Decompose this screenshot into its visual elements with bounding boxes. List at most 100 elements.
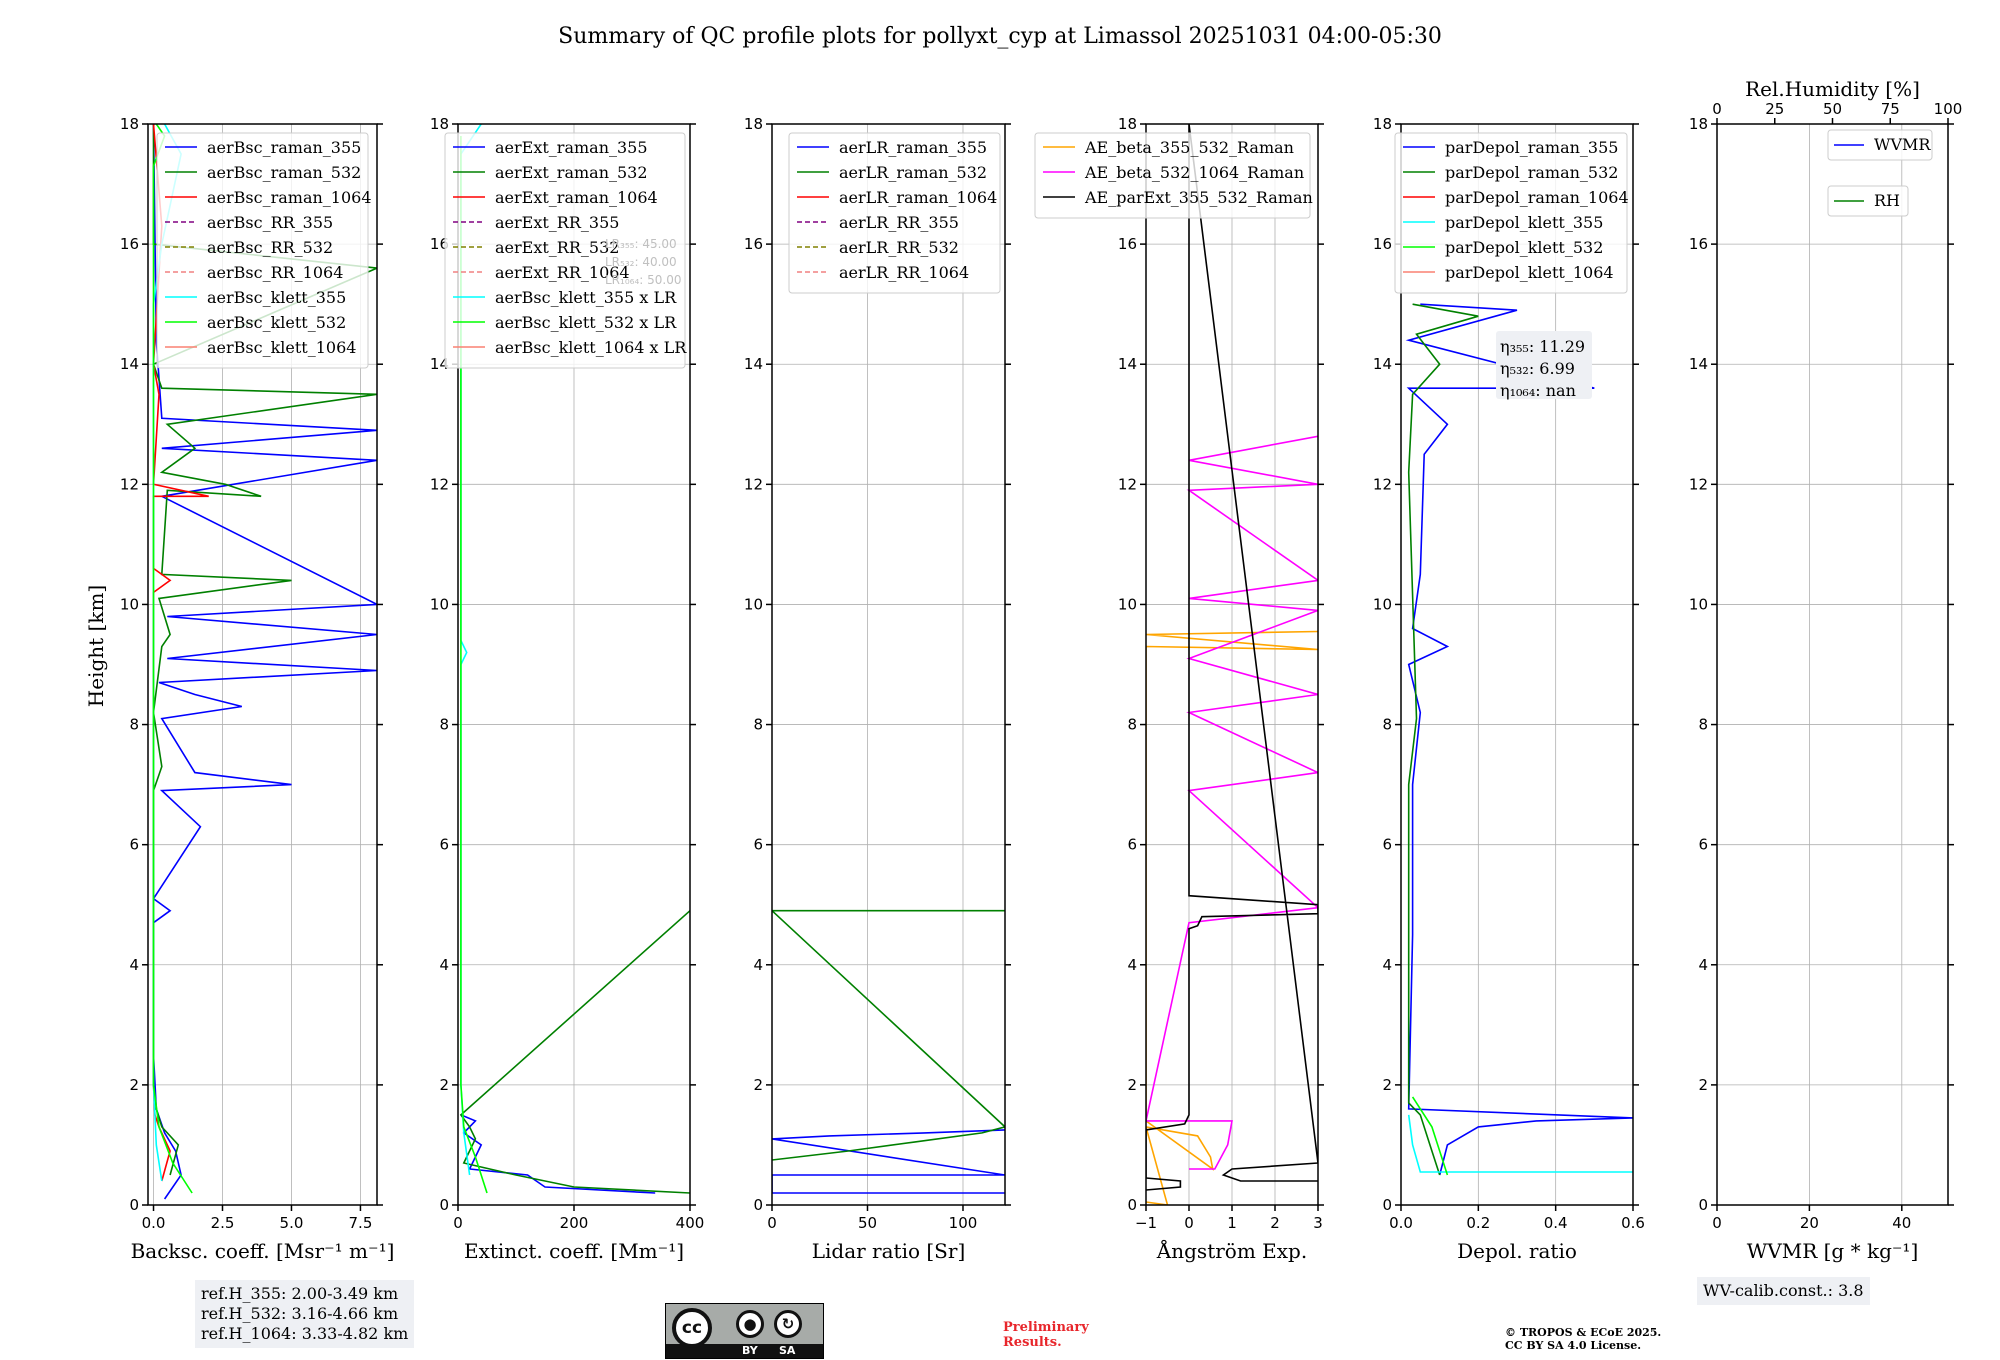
- xtick-label: 0.6: [1621, 1214, 1645, 1232]
- xtick-label: 0.0: [1389, 1214, 1413, 1232]
- axes-frame: [1145, 123, 1319, 1206]
- legend-entry: aerExt_raman_532: [495, 163, 648, 182]
- legend-entry: aerBsc_raman_1064: [207, 188, 372, 207]
- ytick-label: 6: [1382, 836, 1392, 854]
- ytick-label: 16: [1118, 235, 1137, 253]
- xtick-label: 3: [1313, 1214, 1323, 1232]
- legend-box: [156, 132, 369, 369]
- series-aerBsc_raman_355: [152, 124, 377, 1200]
- ytick-label: 6: [1698, 836, 1708, 854]
- top-xtick-label: 100: [1934, 100, 1963, 118]
- copyright-note: © TROPOS & ECoE 2025. CC BY SA 4.0 Licen…: [1505, 1326, 1661, 1352]
- xtick-label: −1: [1135, 1214, 1157, 1232]
- ytick-label: 16: [1373, 235, 1392, 253]
- ytick-label: 4: [439, 956, 449, 974]
- cc-license-badge: cc ● ↻ BY SA: [665, 1303, 824, 1359]
- ytick-label: 6: [753, 836, 763, 854]
- legend-box: [1034, 132, 1311, 219]
- legend-box: [1827, 185, 1909, 217]
- ytick-label: 18: [120, 115, 139, 133]
- ytick-label: 16: [744, 235, 763, 253]
- legend-entry: parDepol_klett_1064: [1445, 263, 1614, 282]
- ytick-label: 12: [1373, 475, 1392, 493]
- ytick-label: 4: [129, 956, 139, 974]
- legend-entry: aerBsc_RR_355: [207, 213, 333, 232]
- series-parDepol_klett_532: [1411, 1096, 1449, 1176]
- ytick-label: 8: [1127, 716, 1137, 734]
- xtick-label: 0.2: [1466, 1214, 1490, 1232]
- legend-entry: aerExt_RR_355: [495, 213, 619, 232]
- lidar-ratio-annotation: LR₅₃₂: 40.00: [605, 255, 677, 269]
- ytick-label: 2: [753, 1076, 763, 1094]
- ytick-label: 12: [430, 475, 449, 493]
- legend-entry: aerBsc_klett_355: [207, 288, 346, 307]
- legend-entry: parDepol_raman_355: [1445, 138, 1618, 157]
- legend-entry: aerBsc_klett_532 x LR: [495, 313, 677, 332]
- axes-frame: [771, 123, 1006, 1206]
- series-aerExt_raman_355: [460, 1114, 656, 1194]
- legend-entry: AE_beta_532_1064_Raman: [1084, 163, 1304, 182]
- series-aerExt_raman_532: [459, 910, 690, 1194]
- legend-entry: aerBsc_klett_1064: [207, 338, 356, 357]
- legend-entry: aerBsc_raman_355: [207, 138, 361, 157]
- xtick-label: 400: [676, 1214, 705, 1232]
- legend-entry: aerLR_RR_355: [839, 213, 959, 232]
- ytick-label: 0: [129, 1196, 139, 1214]
- cc-license-bar: [666, 1344, 823, 1358]
- ytick-label: 8: [129, 716, 139, 734]
- wv-calib-const: WV-calib.const.: 3.8: [1703, 1281, 1864, 1300]
- x-axis-label: Depol. ratio: [1457, 1239, 1577, 1263]
- cc-sa-label: SA: [779, 1344, 796, 1357]
- ytick-label: 0: [1127, 1196, 1137, 1214]
- ytick-label: 14: [1689, 355, 1708, 373]
- legend-entry: aerBsc_klett_532: [207, 313, 346, 332]
- legend-entry: parDepol_raman_1064: [1445, 188, 1629, 207]
- xtick-label: 100: [949, 1214, 978, 1232]
- by-person-icon: ●: [736, 1310, 764, 1338]
- ytick-label: 8: [1698, 716, 1708, 734]
- x-axis-label: Lidar ratio [Sr]: [812, 1239, 966, 1263]
- xtick-label: 40: [1892, 1214, 1911, 1232]
- ytick-label: 0: [439, 1196, 449, 1214]
- top-xtick-label: 75: [1881, 100, 1900, 118]
- xtick-label: 50: [858, 1214, 877, 1232]
- legend-entry: aerLR_raman_355: [839, 138, 987, 157]
- ytick-label: 14: [430, 355, 449, 373]
- lidar-ratio-annotation: LR₃₅₅: 45.00: [605, 237, 677, 251]
- ref-height-1064: ref.H_1064: 3.33-4.82 km: [201, 1324, 409, 1343]
- ytick-label: 12: [1118, 475, 1137, 493]
- axes-frame: [457, 123, 691, 1206]
- wv-calibration-box: WV-calib.const.: 3.8: [1697, 1277, 1870, 1305]
- legend-entry: aerExt_raman_355: [495, 138, 648, 157]
- ytick-label: 12: [120, 475, 139, 493]
- ytick-label: 14: [1118, 355, 1137, 373]
- panel-backscatter: 0 2 4 6 8 10 12 14 16 18 0.0 2.5 5.0 7.5 Backsc. coeff…: [120, 115, 394, 1263]
- ytick-label: 6: [1127, 836, 1137, 854]
- lidar-ratio-annotation: LR₁₀₆₄: 50.00: [605, 273, 681, 287]
- legend-entry: aerExt_RR_532: [495, 238, 619, 257]
- legend-entry: aerExt_raman_1064: [495, 188, 658, 207]
- xtick-label: 0: [1184, 1214, 1194, 1232]
- series-parDepol_raman_532: [1407, 303, 1479, 1176]
- top-xtick-label: 50: [1823, 100, 1842, 118]
- ytick-label: 0: [753, 1196, 763, 1214]
- ytick-label: 10: [1689, 595, 1708, 613]
- panel-extinction: 0 2 4 6 8 10 12 14 16 18 0 200 400 Extinct. coeff. [M…: [430, 115, 704, 1263]
- ytick-label: 0: [1698, 1196, 1708, 1214]
- series-aerLR_raman_532: [772, 909, 1005, 1161]
- xtick-label: 0.4: [1544, 1214, 1568, 1232]
- figure-title: Summary of QC profile plots for pollyxt_…: [558, 24, 1442, 49]
- ytick-label: 10: [744, 595, 763, 613]
- preliminary-line-2: Results.: [1003, 1335, 1062, 1350]
- legend-entry: parDepol_klett_532: [1445, 238, 1603, 257]
- xtick-label: 7.5: [349, 1214, 373, 1232]
- legend-entry: WVMR: [1874, 135, 1931, 154]
- ytick-label: 2: [439, 1076, 449, 1094]
- legend-box: [1827, 129, 1933, 161]
- xtick-label: 2.5: [211, 1214, 235, 1232]
- legend-entry: aerLR_raman_1064: [839, 188, 997, 207]
- preliminary-line-1: Preliminary: [1003, 1320, 1089, 1335]
- legend-entry: aerExt_RR_1064: [495, 263, 630, 282]
